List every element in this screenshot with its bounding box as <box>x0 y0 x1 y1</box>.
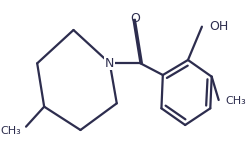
Text: O: O <box>131 12 140 25</box>
Text: N: N <box>105 57 114 70</box>
Text: OH: OH <box>210 20 229 33</box>
Text: CH₃: CH₃ <box>225 96 246 106</box>
Text: CH₃: CH₃ <box>0 126 21 136</box>
